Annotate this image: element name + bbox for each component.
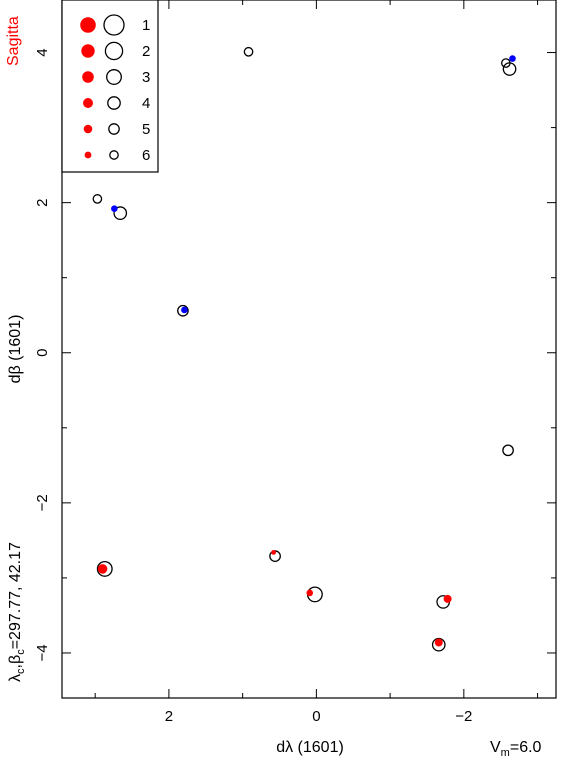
legend-red-dot xyxy=(80,17,96,33)
x-tick-label: 2 xyxy=(165,708,173,725)
data-points xyxy=(92,46,517,652)
legend-red-dot xyxy=(81,44,95,58)
legend-label: 3 xyxy=(142,69,150,86)
coordinate-caption: λc,βc=297.77, 42.17 xyxy=(7,542,27,682)
legend-open-circle xyxy=(109,150,119,160)
legend-label: 4 xyxy=(142,95,150,112)
legend-items: 1 2 3 4 5 6 xyxy=(80,14,150,164)
y-tick-label: 0 xyxy=(34,349,51,357)
blue-dot-point xyxy=(111,205,118,212)
open-circle-point xyxy=(177,304,189,317)
constellation-label: Sagitta xyxy=(5,16,22,66)
legend-red-dot xyxy=(82,71,94,83)
red-dot-point xyxy=(306,589,314,597)
legend-red-dot xyxy=(83,124,93,134)
legend-open-circle xyxy=(107,96,121,110)
legend: 1 2 3 4 5 6 xyxy=(61,0,159,173)
legend-open-circle xyxy=(108,123,120,135)
legend-label: 6 xyxy=(142,147,150,164)
plot-frame xyxy=(61,0,557,699)
legend-open-circle xyxy=(103,14,125,36)
open-circle-point xyxy=(96,560,113,577)
blue-dot-point xyxy=(509,55,516,62)
legend-open-circle xyxy=(106,69,122,85)
legend-label: 1 xyxy=(142,17,150,34)
y-tick-label: −2 xyxy=(34,494,51,511)
x-tick-label: −2 xyxy=(455,708,472,725)
legend-box xyxy=(61,0,159,173)
y-axis-title: dβ (1601) xyxy=(7,315,24,384)
y-tick-label: 4 xyxy=(34,48,51,56)
axis-ticks: 2 0 −2 4 2 0 −2 −4 xyxy=(34,0,556,725)
legend-label: 5 xyxy=(142,121,150,138)
legend-red-dot xyxy=(83,98,93,108)
red-dot-point xyxy=(97,564,108,574)
legend-open-circle xyxy=(104,41,124,61)
open-circle-point xyxy=(502,444,514,457)
y-tick-label: 2 xyxy=(34,198,51,206)
legend-label: 2 xyxy=(142,43,150,60)
x-axis-title: dλ (1601) xyxy=(276,739,344,756)
open-circle-point xyxy=(92,194,103,204)
x-tick-label: 0 xyxy=(312,708,320,725)
open-circle-point xyxy=(243,46,254,57)
open-circle-point xyxy=(113,206,128,221)
red-dot-point xyxy=(443,594,452,603)
open-circle-point xyxy=(502,62,517,76)
blue-dot-point xyxy=(181,306,188,314)
vm-label: Vm=6.0 xyxy=(490,739,542,759)
y-tick-label: −4 xyxy=(34,644,51,661)
legend-red-dot xyxy=(84,151,92,159)
red-dot-point xyxy=(271,549,277,555)
red-dot-point xyxy=(434,638,443,647)
